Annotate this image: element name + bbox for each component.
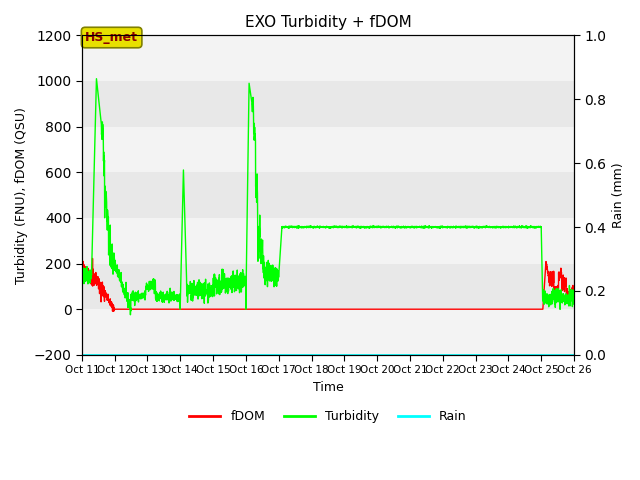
Text: HS_met: HS_met bbox=[85, 31, 138, 44]
Y-axis label: Turbidity (FNU), fDOM (QSU): Turbidity (FNU), fDOM (QSU) bbox=[15, 107, 28, 284]
Title: EXO Turbidity + fDOM: EXO Turbidity + fDOM bbox=[244, 15, 412, 30]
Bar bbox=[82, 127, 574, 172]
Bar bbox=[82, 309, 574, 355]
Bar bbox=[82, 36, 574, 81]
Bar bbox=[82, 218, 574, 264]
X-axis label: Time: Time bbox=[312, 381, 343, 394]
Y-axis label: Rain (mm): Rain (mm) bbox=[612, 162, 625, 228]
Legend: fDOM, Turbidity, Rain: fDOM, Turbidity, Rain bbox=[184, 406, 472, 429]
